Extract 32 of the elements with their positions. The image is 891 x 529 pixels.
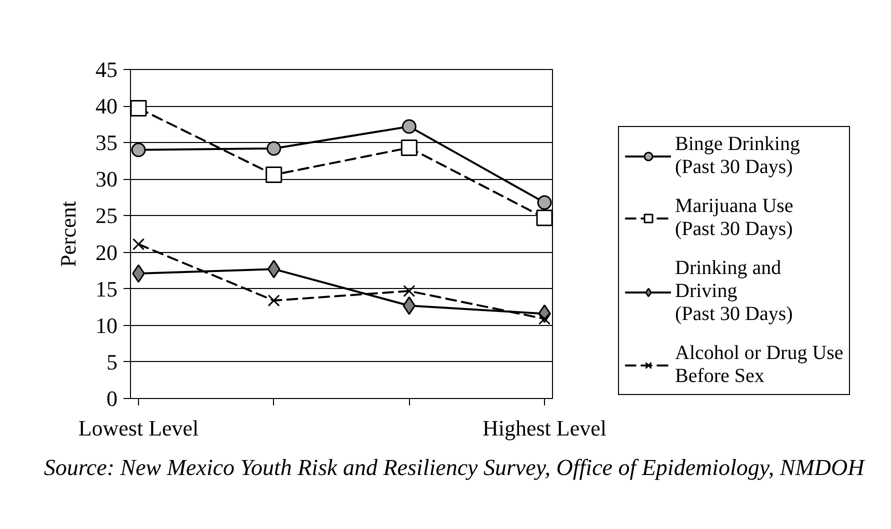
- point: [402, 296, 416, 315]
- y-tick-label: 20: [96, 240, 118, 265]
- point: [266, 141, 282, 156]
- point: [403, 284, 416, 298]
- y-tick-label: 5: [106, 349, 118, 374]
- point: [268, 294, 280, 307]
- legend-label: Marijuana Use (Past 30 Days): [675, 195, 794, 241]
- point: [132, 238, 145, 250]
- y-tick-label: 30: [96, 166, 118, 192]
- x-tick-label: Highest Level: [482, 416, 607, 440]
- y-tick-label: 15: [96, 276, 118, 302]
- point: [267, 260, 280, 278]
- y-tick-label: 0: [106, 386, 118, 411]
- point: [536, 210, 552, 226]
- point: [402, 119, 416, 134]
- point: [266, 166, 282, 184]
- y-axis-title: Percent: [56, 201, 80, 267]
- y-tick-label: 10: [96, 312, 118, 338]
- source-note: Source: New Mexico Youth Risk and Resiliency Survey, Office of Epidemiology, NMDOH: [44, 455, 866, 480]
- y-tick-label: 45: [96, 57, 118, 82]
- point: [130, 100, 147, 116]
- point: [131, 142, 146, 158]
- y-tick-label: 35: [96, 130, 118, 156]
- y-tick-label: 25: [96, 203, 118, 228]
- y-tick-label: 40: [96, 94, 118, 119]
- point: [400, 139, 418, 156]
- legend-label: Binge Drinking (Past 30 Days): [675, 133, 800, 179]
- x-tick-label: Lowest Level: [78, 416, 199, 440]
- legend-label: Drinking and Driving (Past 30 Days): [675, 257, 793, 326]
- point: [537, 195, 552, 210]
- point: [538, 312, 551, 325]
- legend-label: Alcohol or Drug Use Before Sex: [675, 342, 844, 388]
